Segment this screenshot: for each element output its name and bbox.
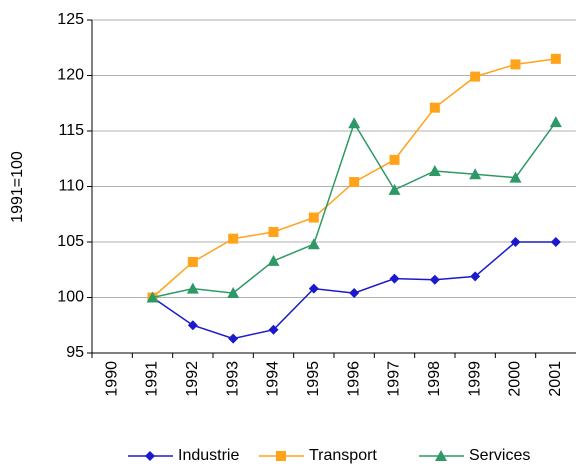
legend-label: Transport	[309, 447, 377, 464]
data-point	[348, 117, 361, 129]
x-tick-label: 1990	[103, 361, 120, 397]
y-tick-label: 95	[66, 344, 84, 361]
data-point	[228, 233, 239, 244]
data-point	[509, 171, 522, 183]
data-point	[510, 59, 521, 70]
data-point	[549, 116, 562, 128]
data-point	[268, 227, 279, 238]
data-point	[187, 320, 198, 331]
data-point	[470, 71, 481, 82]
data-point	[349, 288, 360, 299]
data-point	[469, 168, 482, 180]
x-tick-label: 1996	[345, 361, 362, 397]
legend-marker	[276, 451, 286, 461]
data-point	[186, 282, 199, 294]
data-point	[227, 287, 240, 299]
y-tick-label: 120	[57, 67, 84, 84]
y-tick-label: 110	[58, 178, 84, 195]
x-tick-label: 1995	[305, 361, 322, 397]
data-point	[389, 154, 400, 165]
x-tick-label: 1997	[386, 361, 403, 397]
y-tick-label: 105	[57, 233, 84, 250]
x-tick-label: 1994	[265, 361, 282, 397]
x-tick-label: 2001	[547, 361, 564, 397]
data-point	[146, 291, 159, 303]
data-point	[307, 238, 320, 250]
y-axis-label: 1991=100	[9, 151, 26, 223]
data-point	[550, 53, 561, 64]
data-point	[510, 237, 521, 247]
x-tick-label: 2000	[507, 361, 524, 397]
data-point	[267, 254, 280, 266]
legend-label: Industrie	[178, 447, 239, 464]
data-point	[470, 271, 481, 282]
x-tick-label: 1999	[466, 361, 483, 397]
y-tick-label: 100	[57, 289, 84, 306]
x-tick-label: 1998	[426, 361, 443, 397]
data-point	[550, 237, 561, 247]
legend-label: Services	[469, 447, 530, 464]
data-point	[388, 183, 401, 195]
data-point	[429, 274, 440, 285]
data-point	[187, 256, 198, 267]
series-line	[152, 121, 557, 299]
x-tick-label: 1993	[224, 361, 241, 397]
data-point	[429, 102, 440, 113]
data-point	[268, 324, 279, 335]
y-tick-label: 125	[57, 11, 84, 28]
data-point	[308, 283, 319, 294]
x-tick-label: 1991	[144, 361, 161, 397]
data-point	[349, 177, 360, 188]
data-point	[428, 164, 441, 176]
y-tick-label: 115	[58, 122, 84, 139]
legend-marker	[435, 450, 447, 461]
data-point	[308, 212, 319, 223]
legend-marker	[145, 451, 155, 461]
data-point	[389, 273, 400, 284]
x-tick-label: 1992	[184, 361, 201, 397]
data-point	[228, 333, 239, 344]
